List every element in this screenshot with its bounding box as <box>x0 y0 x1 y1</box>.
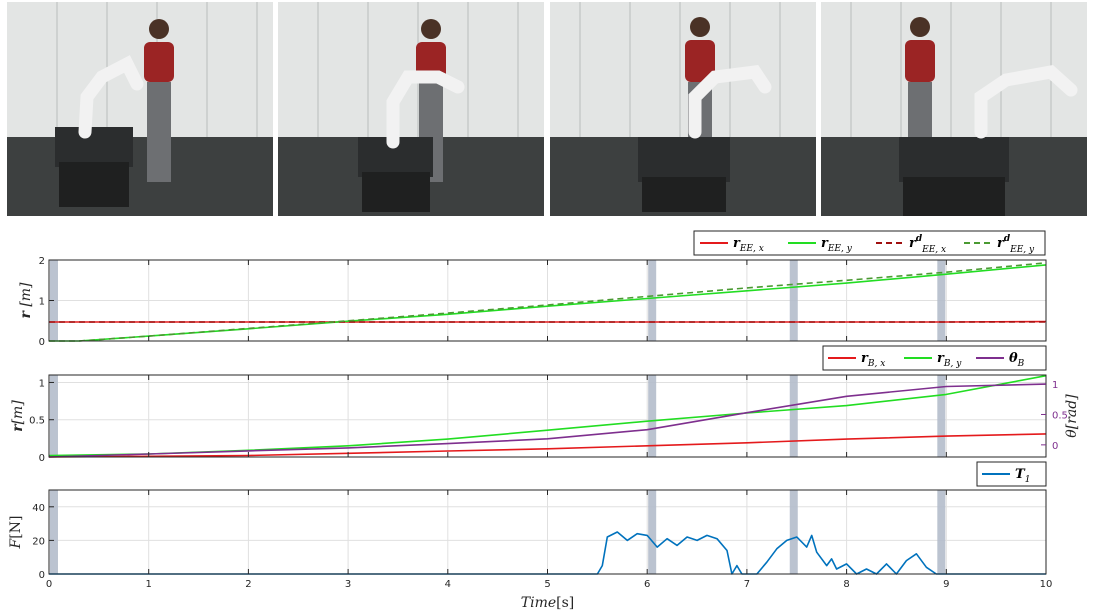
x-tick-label: 3 <box>345 579 351 590</box>
legend-main: r <box>997 236 1005 251</box>
y-axis-label-part: [N] <box>8 516 24 539</box>
y-axis-label-2: r[m] <box>10 400 26 432</box>
legend-main: r <box>861 351 869 366</box>
y-tick-label: 1 <box>39 378 45 389</box>
y-tick-label: 40 <box>32 503 45 514</box>
x-tick-label: 6 <box>644 579 650 590</box>
legend-main: r <box>733 236 741 251</box>
y-axis-label-part: [rad] <box>1064 394 1080 429</box>
y-tick-label: 20 <box>32 536 45 547</box>
y-tick-label: 2 <box>39 256 45 267</box>
legend-sub: B, x <box>867 359 885 369</box>
y-tick-label: 0.5 <box>29 416 45 427</box>
legend-sub: B <box>1017 359 1025 369</box>
x-tick-label: 5 <box>544 579 550 590</box>
event-band <box>937 490 946 574</box>
legend-main: θ <box>1009 351 1018 366</box>
chart-panel-2: 0 0.5 1 0 0.5 1 <box>29 374 1068 464</box>
legend-panel-1: rEE, x rEE, y rdEE, x rdEE, y <box>693 230 1046 256</box>
event-band <box>789 375 798 457</box>
event-band <box>789 260 798 341</box>
legend-main: r <box>909 236 917 251</box>
legend-panel-2: rB, x rB, y θB <box>822 345 1047 371</box>
y-tick-label: 0 <box>39 337 45 348</box>
x-tick-label: 2 <box>245 579 251 590</box>
x-axis-label: Time[s] <box>521 595 575 611</box>
event-band <box>648 375 657 457</box>
legend-entry: rB, y <box>937 351 962 369</box>
legend-entry: T1 <box>1015 467 1030 485</box>
y-axis-label-right: θ[rad] <box>1064 394 1080 438</box>
legend-sup: d <box>916 234 923 244</box>
legend-entry: rEE, x <box>733 236 764 254</box>
series-line-2 <box>49 264 1047 342</box>
legend-sub: EE, y <box>827 244 853 254</box>
x-axis-label-main: Time <box>521 595 556 611</box>
legend-sub: EE, y <box>1009 245 1035 255</box>
legend-sub: B, y <box>943 359 962 369</box>
legend-entry: θB <box>1009 351 1025 369</box>
y-tick-label: 1 <box>39 297 45 308</box>
x-tick-label: 9 <box>943 579 949 590</box>
y-axis-label-part: θ <box>1064 429 1080 438</box>
series-line-1 <box>49 531 1046 575</box>
event-band <box>937 260 946 341</box>
legend-main: r <box>821 236 829 251</box>
event-band <box>49 375 58 457</box>
y-right-tick-label: 1 <box>1052 380 1058 391</box>
y-axis-label-part: [m] <box>18 282 34 311</box>
photo-1 <box>7 2 273 216</box>
legend-entry: rdEE, y <box>997 234 1035 255</box>
y-axis-label-part: F <box>8 537 24 549</box>
y-right-tick-label: 0.5 <box>1052 410 1068 421</box>
series-line-1 <box>48 433 1047 458</box>
legend-sub: EE, x <box>921 245 946 255</box>
legend-panel-3: T1 <box>976 461 1047 487</box>
series-line-3 <box>48 383 1047 458</box>
photo-2 <box>278 2 544 216</box>
legend-entry: rdEE, x <box>909 234 946 255</box>
x-tick-label: 10 <box>1040 579 1053 590</box>
legend-sub: 1 <box>1025 475 1031 485</box>
x-axis-label-unit: [s] <box>556 595 574 611</box>
event-band <box>648 260 657 341</box>
event-band <box>937 375 946 457</box>
legend-sub: EE, x <box>739 244 764 254</box>
event-band <box>49 490 58 574</box>
x-tick-label: 4 <box>445 579 451 590</box>
y-right-tick-label: 0 <box>1052 441 1058 452</box>
event-band <box>648 490 657 574</box>
legend-sup: d <box>1004 234 1011 244</box>
y-axis-label-part: r <box>10 423 26 432</box>
chart-panel-3: 0 20 40 <box>32 489 1047 581</box>
legend-entry: rB, x <box>861 351 885 369</box>
y-tick-label: 0 <box>39 570 45 581</box>
x-tick-label: 7 <box>744 579 750 590</box>
y-axis-label-3: F[N] <box>8 516 24 550</box>
photo-3 <box>550 2 816 216</box>
x-tick-label: 1 <box>146 579 152 590</box>
legend-main: T <box>1015 467 1026 482</box>
y-tick-label: 0 <box>39 453 45 464</box>
chart-panel-1: 0 1 2 <box>39 256 1047 348</box>
x-tick-label: 0 <box>46 579 52 590</box>
y-axis-label-part: r <box>18 310 34 319</box>
legend-main: r <box>937 351 945 366</box>
y-axis-label-part: [m] <box>10 400 26 425</box>
legend-entry: rEE, y <box>821 236 853 254</box>
y-axis-label-1: r [m] <box>18 282 34 319</box>
event-band <box>789 490 798 574</box>
photo-4 <box>821 2 1087 216</box>
legend-frame <box>822 345 1047 371</box>
x-tick-label: 8 <box>843 579 849 590</box>
